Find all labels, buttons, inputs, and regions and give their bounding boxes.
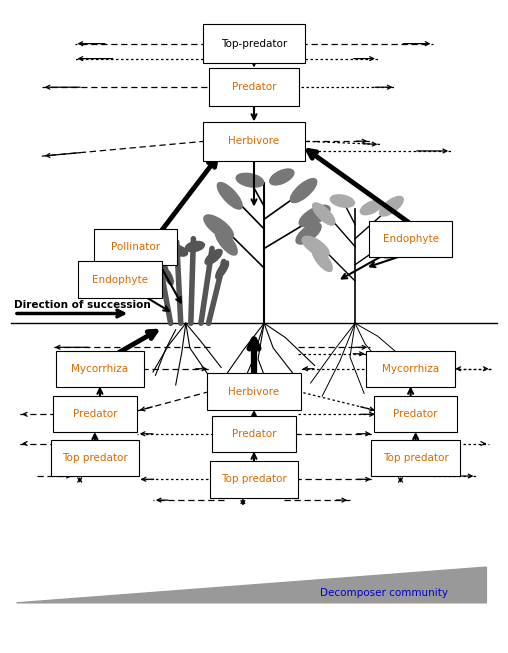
FancyBboxPatch shape [204,24,304,63]
Ellipse shape [216,261,229,279]
FancyBboxPatch shape [78,261,162,298]
Text: Top predator: Top predator [62,453,128,463]
FancyBboxPatch shape [56,351,144,387]
Ellipse shape [384,238,405,259]
Ellipse shape [204,215,233,239]
FancyBboxPatch shape [366,351,455,387]
Text: Predator: Predator [232,429,276,439]
Ellipse shape [299,205,330,227]
Ellipse shape [312,247,332,272]
FancyBboxPatch shape [374,396,457,432]
FancyBboxPatch shape [212,415,296,452]
Text: Endophyte: Endophyte [383,234,438,244]
Ellipse shape [296,223,321,244]
Ellipse shape [360,200,382,215]
Ellipse shape [169,245,187,256]
FancyBboxPatch shape [369,221,452,257]
FancyBboxPatch shape [204,121,304,161]
FancyBboxPatch shape [53,396,137,432]
Ellipse shape [151,254,168,273]
Ellipse shape [330,195,355,207]
FancyBboxPatch shape [371,439,460,476]
Ellipse shape [302,236,329,257]
Ellipse shape [386,223,413,244]
Ellipse shape [163,268,173,285]
Ellipse shape [379,197,403,216]
Ellipse shape [270,169,294,185]
Ellipse shape [185,242,204,251]
Text: Decomposer community: Decomposer community [320,588,448,598]
Text: Direction of succession: Direction of succession [14,300,151,310]
Text: Endophyte: Endophyte [92,275,148,285]
Text: Pollinator: Pollinator [111,242,160,252]
Text: Top predator: Top predator [383,453,449,463]
Text: Herbivore: Herbivore [229,387,279,396]
Text: Top-predator: Top-predator [221,39,287,49]
Ellipse shape [217,183,242,209]
Ellipse shape [215,229,237,255]
Polygon shape [17,567,486,603]
Text: Mycorrhiza: Mycorrhiza [382,364,439,374]
Text: Mycorrhiza: Mycorrhiza [71,364,129,374]
FancyBboxPatch shape [210,461,298,498]
FancyBboxPatch shape [93,229,177,265]
Text: Predator: Predator [232,82,276,92]
Ellipse shape [236,173,264,187]
Ellipse shape [312,203,335,225]
FancyBboxPatch shape [207,373,301,410]
FancyBboxPatch shape [51,439,139,476]
Text: Predator: Predator [393,409,438,419]
Ellipse shape [291,179,316,202]
FancyBboxPatch shape [208,69,300,106]
Text: Herbivore: Herbivore [229,136,279,146]
Ellipse shape [205,249,222,264]
Text: Top predator: Top predator [221,474,287,485]
Text: Predator: Predator [73,409,117,419]
